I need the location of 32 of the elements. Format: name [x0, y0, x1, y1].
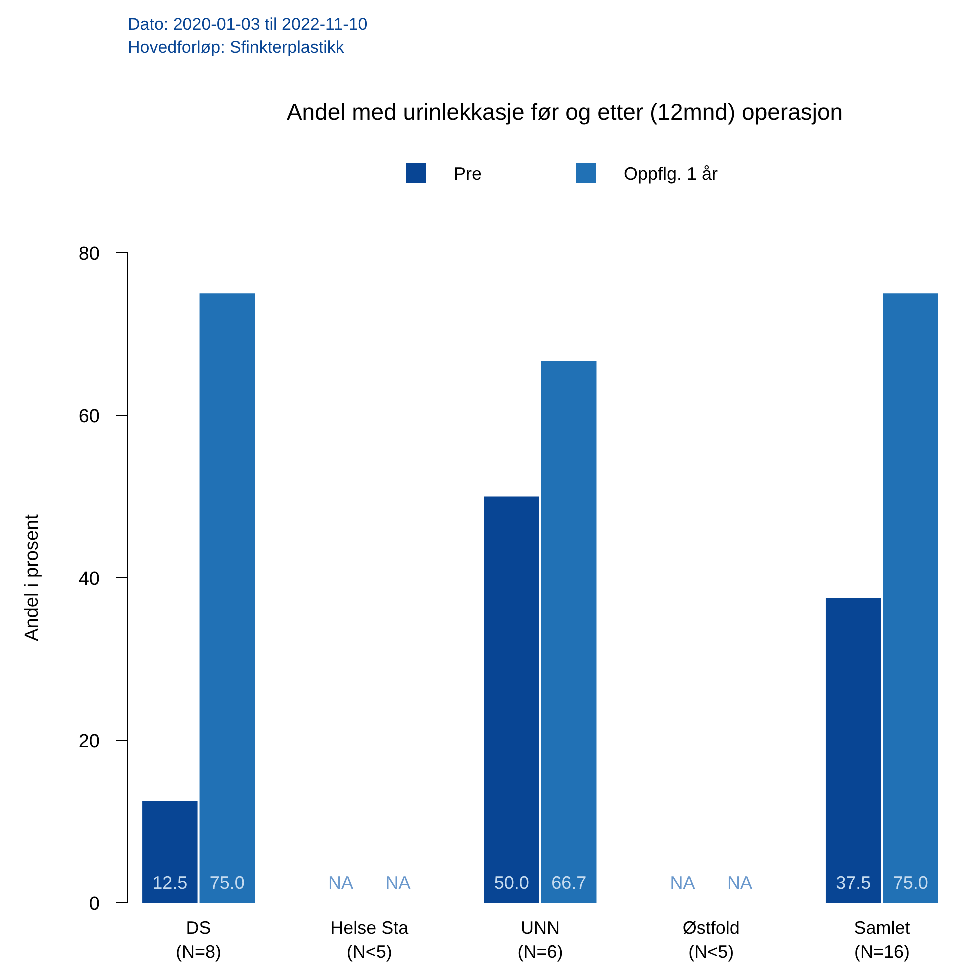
data-label: 75.0	[210, 873, 245, 893]
x-tick-label: DS (N=8)	[176, 918, 222, 962]
chart-title: Andel med urinlekkasje før og etter (12mnd) operasjon	[286, 99, 844, 125]
text: NA	[386, 873, 411, 893]
x-tick-label: Samlet (N=16)	[854, 918, 910, 962]
text: Dato: 2020-01-03 til 2022-11-10	[128, 15, 368, 34]
bar	[826, 598, 882, 903]
bar	[200, 294, 256, 903]
text: NA	[670, 873, 696, 893]
y-tick-label: 0	[89, 894, 100, 915]
data-label: 66.7	[552, 873, 587, 893]
data-label: 12.5	[152, 873, 188, 893]
y-tick-label: 60	[78, 406, 100, 428]
bar	[542, 361, 597, 903]
y-tick-label: 20	[78, 732, 100, 752]
text: NA	[727, 873, 752, 893]
legend-label: Oppflg. 1 år	[624, 164, 718, 184]
x-tick-label: Østfold (N<5)	[682, 918, 740, 962]
y-tick-label: 40	[78, 569, 100, 590]
bar	[484, 496, 540, 903]
legend-label: Pre	[454, 164, 482, 184]
data-label: 75.0	[893, 873, 928, 893]
data-label: 50.0	[494, 873, 530, 893]
bar	[883, 294, 938, 903]
data-label: 37.5	[836, 873, 872, 893]
text: Hovedforløp: Sfinkterplastikk	[128, 38, 345, 57]
x-tick-label: Helse Sta (N<5)	[330, 918, 410, 962]
y-axis-title: Andel i prosent	[22, 514, 43, 642]
bar	[142, 801, 198, 903]
x-tick-label: UNN (N=6)	[518, 918, 564, 962]
text: NA	[328, 873, 354, 893]
y-tick-label: 80	[78, 244, 100, 265]
